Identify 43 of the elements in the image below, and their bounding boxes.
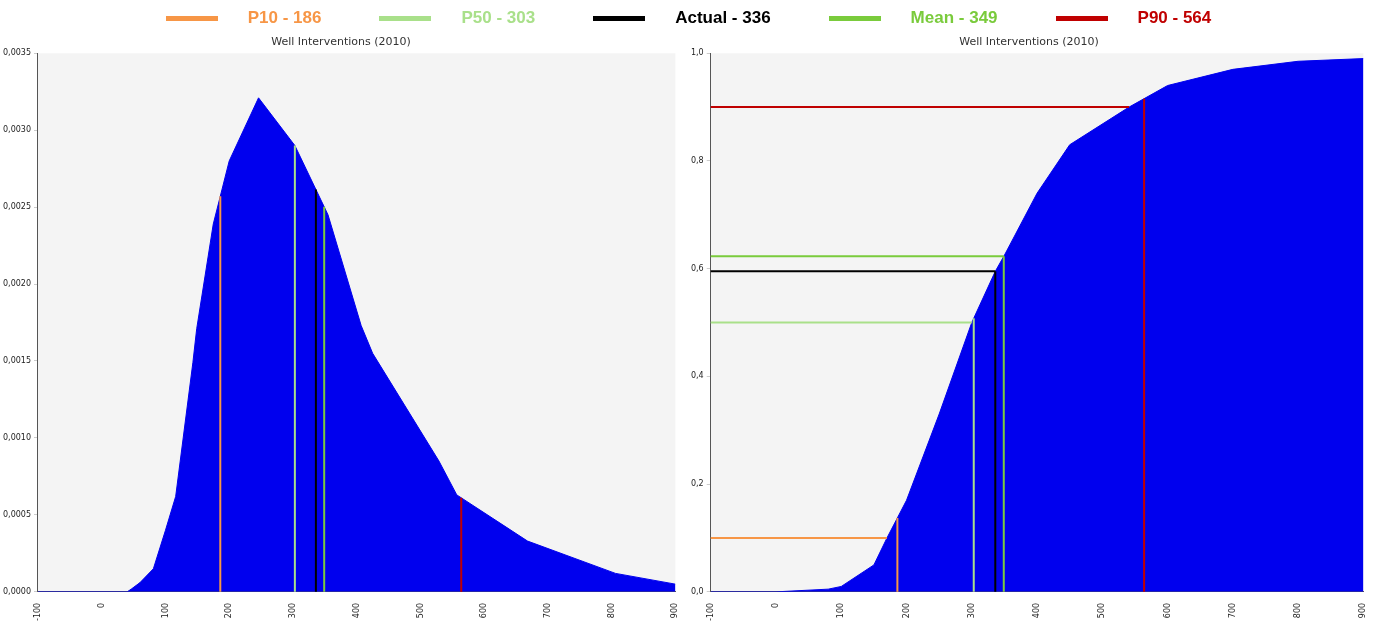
legend-label: Actual - 336 <box>675 8 771 28</box>
chart-title: Well Interventions (2010) <box>959 35 1099 49</box>
y-tick-label: 0,2 <box>690 479 704 489</box>
x-tick-label: 400 <box>351 602 361 619</box>
x-tick-label: 900 <box>670 602 680 619</box>
x-tick-label: 500 <box>415 602 425 619</box>
x-tick-label: 300 <box>288 602 298 619</box>
x-tick-label: -100 <box>33 602 43 621</box>
legend-label: P90 - 564 <box>1137 8 1212 28</box>
x-tick-label: 0 <box>96 602 106 608</box>
x-tick-label: 200 <box>901 602 911 619</box>
x-tick-label: 700 <box>1227 602 1237 619</box>
x-tick-label: 500 <box>1097 602 1107 619</box>
x-tick-label: -100 <box>705 602 715 621</box>
y-tick-label: 0,0030 <box>2 125 31 135</box>
legend-label: P10 - 186 <box>247 8 322 28</box>
x-tick-label: 600 <box>479 602 489 619</box>
x-tick-label: 100 <box>160 602 170 619</box>
y-tick-label: 0,0005 <box>2 509 31 519</box>
chart-title: Well Interventions (2010) <box>271 35 411 49</box>
y-tick-label: 0,4 <box>690 371 704 381</box>
y-tick-label: 0,0010 <box>2 433 31 443</box>
x-tick-label: 200 <box>224 602 234 619</box>
y-tick-label: 0,0035 <box>2 48 31 58</box>
legend-label: P50 - 303 <box>461 8 536 28</box>
y-tick-label: 0,6 <box>690 263 704 273</box>
x-tick-label: 400 <box>1032 602 1042 619</box>
x-tick-label: 0 <box>771 602 781 608</box>
legend-label: Mean - 349 <box>910 8 998 28</box>
y-tick-label: 0,0 <box>690 586 704 596</box>
x-tick-label: 800 <box>606 602 616 619</box>
y-tick-label: 0,0020 <box>2 279 31 289</box>
y-tick-label: 0,0015 <box>2 356 31 366</box>
x-tick-label: 800 <box>1293 602 1303 619</box>
y-tick-label: 0,0000 <box>2 586 31 596</box>
y-tick-label: 0,8 <box>690 156 704 166</box>
y-tick-label: 1,0 <box>690 48 704 58</box>
y-tick-label: 0,0025 <box>2 202 31 212</box>
x-tick-label: 300 <box>966 602 976 619</box>
x-tick-label: 700 <box>543 602 552 619</box>
x-tick-label: 600 <box>1162 602 1172 619</box>
x-tick-label: 900 <box>1358 602 1368 619</box>
x-tick-label: 100 <box>836 602 846 619</box>
